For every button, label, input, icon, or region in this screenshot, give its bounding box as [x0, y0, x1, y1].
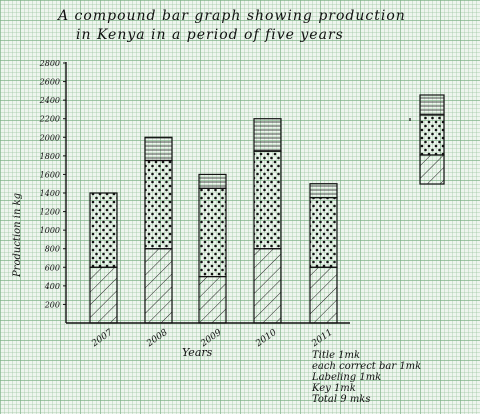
bar-segment-2009-lines [198, 173, 227, 189]
bar-segment-2010-lines [253, 118, 282, 152]
y-tick-label: 1600 [40, 170, 60, 179]
marking-scheme-line: Total 9 mks [312, 394, 371, 405]
y-tick-label: 800 [45, 245, 60, 254]
y-tick-label: 2400 [39, 96, 60, 105]
x-tick-label: 2008 [144, 328, 170, 350]
bar-segment-2011-dots [309, 197, 338, 268]
bar-segment-2011-lines [309, 183, 338, 199]
bar-segment-2009-dots [198, 187, 227, 278]
marking-scheme-line: Key 1mk [312, 383, 356, 394]
y-tick-label: 2600 [39, 78, 60, 87]
bar-segment-2010-hatch [253, 248, 282, 324]
x-tick-label: 2011 [309, 328, 334, 350]
bar-segment-2009-hatch [198, 275, 227, 324]
x-tick-label: 2007 [89, 328, 115, 350]
bar-segment-2010-dots [253, 150, 282, 250]
bar-segment-2008-hatch [144, 248, 173, 324]
y-tick-label: 2200 [39, 115, 60, 124]
y-tick-label: 1000 [40, 226, 60, 235]
y-tick-label: 1200 [40, 208, 60, 217]
marking-scheme-line: Title 1mk [312, 350, 361, 361]
y-tick-label: 1800 [40, 152, 60, 161]
bar-segment-2008-dots [144, 159, 173, 250]
y-axis-label: Production in kg [12, 193, 23, 278]
bar-segment-2011-hatch [309, 266, 338, 324]
key-swatch-hatch [419, 154, 445, 185]
y-tick-label: 2000 [39, 133, 60, 142]
key-swatch-lines [419, 94, 445, 116]
chart-title-line-1: A compound bar graph showing production [58, 8, 406, 24]
x-tick-label: 2010 [253, 328, 279, 350]
bar-segment-2007-dots [89, 192, 118, 268]
bar-segment-2008-lines [144, 136, 173, 162]
key-swatch-dots [419, 114, 445, 156]
y-tick-label: 1400 [40, 189, 60, 198]
y-tick-label: 200 [44, 300, 60, 309]
marking-scheme-line: each correct bar 1mk [312, 361, 422, 372]
chart-title-line-2: in Kenya in a period of five years [76, 27, 344, 43]
y-tick-label: 600 [45, 263, 60, 272]
marking-scheme-line: Labeling 1mk [312, 372, 382, 383]
y-tick-label: 2800 [39, 59, 60, 68]
y-tick-label: 400 [44, 282, 60, 291]
bar-segment-2007-hatch [89, 266, 118, 324]
x-axis-label: Years [182, 346, 213, 359]
